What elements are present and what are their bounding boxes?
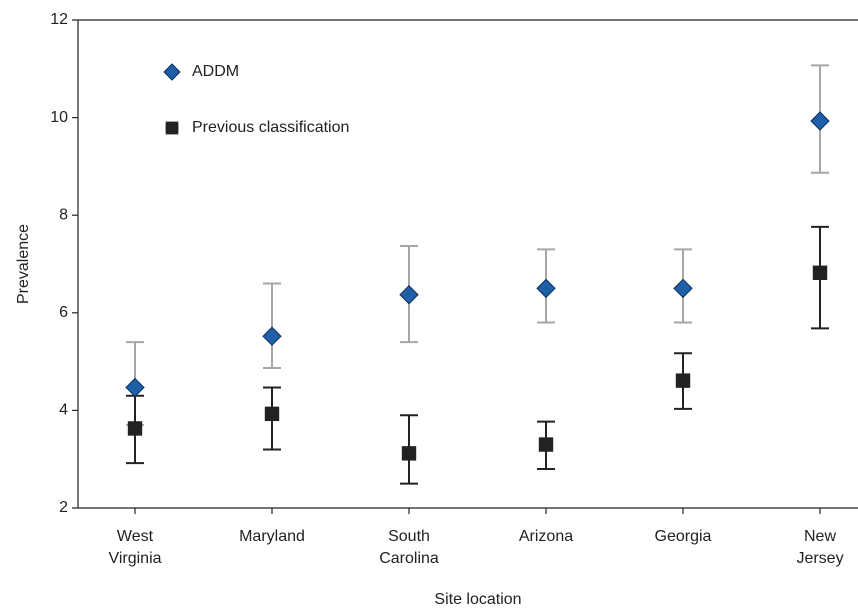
x-tick-label: Georgia [655,528,712,545]
x-axis-label: Site location [434,591,521,608]
x-tick-label: Jersey [796,550,843,567]
y-tick-label: 4 [59,402,68,419]
y-axis-label: Prevalence [15,224,32,304]
point [536,278,556,299]
y-tick-label: 10 [50,109,68,126]
legend-label: ADDM [192,63,239,80]
x-tick-label: Virginia [108,550,161,567]
point [262,326,282,346]
point [127,421,143,436]
y-tick-label: 2 [59,499,68,516]
legend-marker [165,121,179,135]
y-tick-label: 6 [59,304,68,321]
point [264,406,280,422]
x-tick-label: West [117,528,154,545]
point [125,377,145,398]
legend-label: Previous classification [192,119,349,136]
x-tick-label: Carolina [379,550,439,567]
x-tick-label: New [804,528,836,545]
legend-marker [163,63,181,81]
point [675,373,691,388]
point [812,265,828,280]
y-tick-label: 12 [50,11,68,28]
point [810,111,830,131]
point [538,437,554,452]
x-tick-label: South [388,528,430,545]
point [399,285,419,305]
point [401,446,417,461]
x-tick-label: Maryland [239,528,305,545]
y-tick-label: 8 [59,206,68,223]
x-tick-label: Arizona [519,528,573,545]
point [673,278,693,299]
